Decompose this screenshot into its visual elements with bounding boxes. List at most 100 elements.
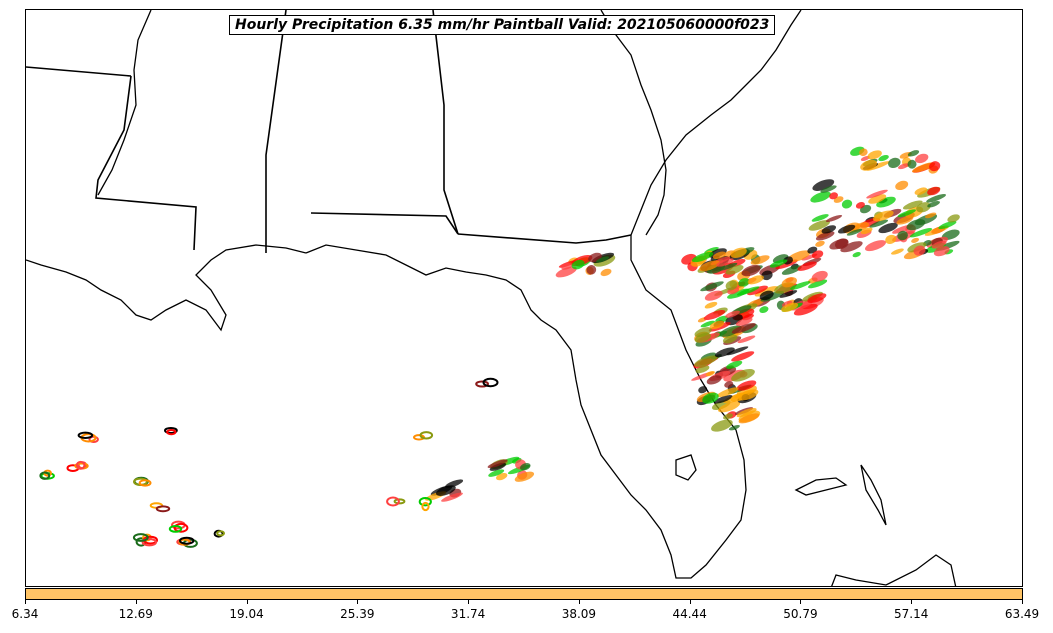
paintball-cell — [738, 389, 759, 401]
paintball-cell — [759, 290, 774, 301]
paintball-cell — [419, 431, 434, 440]
paintball-cell — [931, 240, 947, 249]
paintball-cell — [595, 256, 610, 263]
paintball-cell — [888, 157, 901, 168]
paintball-cell — [741, 264, 761, 277]
paintball-cell — [859, 148, 868, 157]
paintball-cell — [716, 258, 734, 267]
paintball-cell — [902, 200, 923, 210]
paintball-cell — [837, 224, 856, 234]
paintball-cell — [911, 237, 920, 243]
colorbar-tick-label: 12.69 — [118, 607, 153, 621]
paintball-cell — [164, 427, 178, 434]
paintball-cell — [927, 186, 941, 196]
gulf-coast-panhandle — [305, 235, 747, 579]
paintball-cell — [811, 214, 829, 222]
paintball-cell — [736, 286, 760, 296]
paintball-cell — [735, 317, 753, 327]
paintball-cell — [736, 380, 757, 391]
paintball-cell — [909, 228, 933, 238]
paintball-cell — [897, 209, 916, 218]
paintball-cell — [906, 219, 926, 231]
paintball-cell — [747, 285, 768, 296]
paintball-cell — [897, 230, 908, 241]
paintball-cell — [860, 227, 873, 235]
paintball-cell — [571, 259, 585, 270]
paintball-cell — [216, 530, 226, 537]
boundary-al-fl — [310, 212, 459, 235]
paintball-cell — [811, 250, 824, 259]
paintball-cell — [716, 387, 739, 398]
paintball-cell — [821, 225, 837, 234]
colorbar-tick — [578, 600, 580, 604]
paintball-cell — [915, 153, 929, 164]
paintball-cell — [418, 497, 432, 507]
paintball-cell — [820, 185, 837, 193]
paintball-cell — [737, 335, 756, 344]
colorbar — [25, 588, 1023, 600]
paintball-cell — [561, 263, 574, 270]
paintball-cell — [897, 163, 910, 170]
paintball-cell — [876, 196, 896, 208]
cuba-coast — [831, 554, 957, 586]
paintball-cell — [421, 501, 430, 512]
paintball-cell — [927, 200, 940, 208]
paintball-cell — [88, 435, 99, 443]
paintball-cell — [487, 459, 508, 468]
paintball-cell — [702, 392, 719, 404]
colorbar-tick-label: 31.74 — [450, 607, 486, 621]
paintball-cell — [695, 365, 710, 374]
paintball-cell — [781, 302, 799, 312]
paintball-cell — [797, 261, 817, 271]
paintball-cell — [869, 219, 889, 228]
paintball-cell — [520, 462, 531, 471]
paintball-cell — [698, 386, 708, 394]
atlantic-coast — [630, 10, 802, 236]
paintball-cell — [890, 248, 904, 255]
paintball-cell — [808, 220, 831, 231]
paintball-cell — [489, 462, 507, 471]
paintball-cell — [807, 293, 827, 303]
paintball-cell — [872, 210, 894, 222]
colorbar-tick — [135, 600, 137, 604]
paintball-cell — [907, 159, 917, 169]
paintball-cell — [393, 498, 406, 505]
mississippi-river — [97, 10, 152, 196]
paintball-cell — [878, 155, 889, 162]
paintball-cell — [726, 360, 743, 369]
paintball-cell — [829, 192, 838, 200]
paintball-cell — [750, 255, 770, 265]
paintball-cell — [700, 320, 715, 328]
colorbar-tick — [357, 600, 359, 604]
paintball-cell — [810, 191, 831, 203]
paintball-cell — [947, 214, 960, 223]
paintball-cell — [812, 179, 835, 191]
paintball-cell — [728, 424, 740, 431]
paintball-cell — [730, 247, 747, 259]
paintball-cell — [815, 240, 825, 247]
paintball-cell — [896, 215, 914, 225]
paintball-cell — [704, 301, 718, 309]
paintball-cell — [436, 485, 456, 496]
paintball-cell — [77, 431, 94, 439]
paintball-cell — [722, 334, 738, 344]
gulf-coast-louisiana — [26, 244, 307, 332]
paintball-cell — [738, 278, 750, 287]
paintball-cell — [694, 332, 712, 343]
paintball-cell — [913, 245, 926, 256]
state-boundaries — [26, 10, 632, 253]
colorbar-tick-label: 57.14 — [894, 607, 929, 621]
paintball-cell — [835, 238, 849, 249]
paintball-cell — [926, 194, 947, 203]
paintball-cell — [173, 522, 189, 533]
paintball-cell — [725, 280, 738, 291]
paintball-cell — [781, 265, 802, 275]
paintball-cell — [698, 260, 721, 272]
paintball-cell — [779, 290, 798, 298]
colorbar-tick-label: 50.79 — [783, 607, 818, 621]
paintball-cell — [179, 536, 195, 545]
lake-okeechobee — [675, 454, 697, 481]
paintball-cell — [726, 346, 749, 356]
paintball-cell — [860, 156, 870, 161]
paintball-cell — [705, 371, 715, 377]
